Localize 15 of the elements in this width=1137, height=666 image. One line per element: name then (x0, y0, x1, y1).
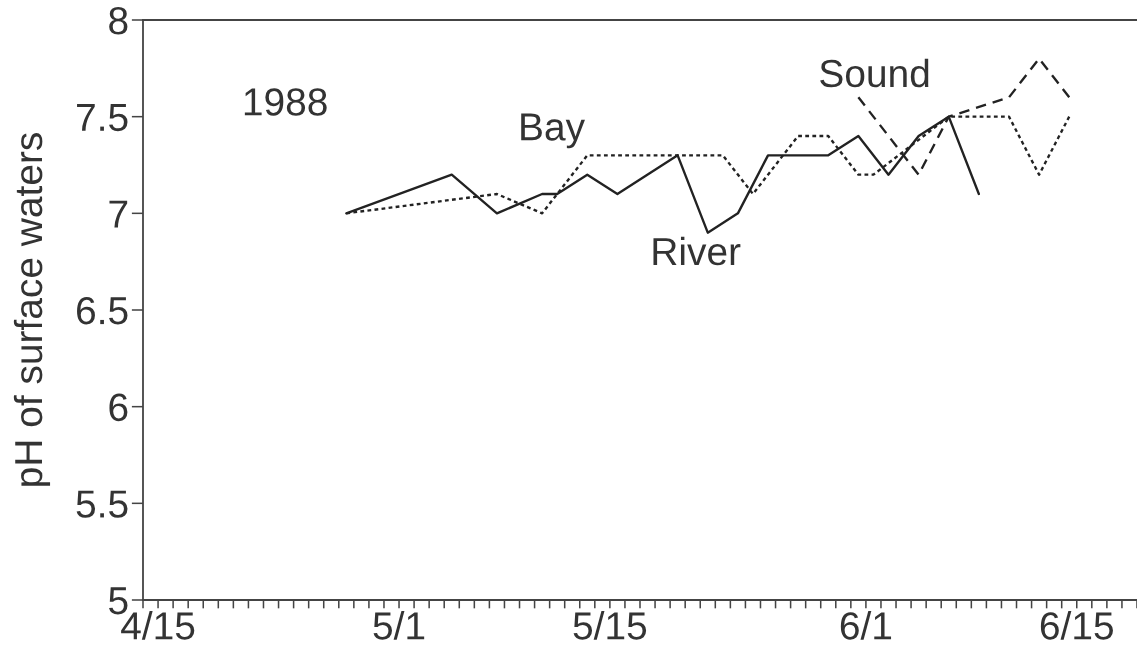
y-tick-label: 7.5 (77, 104, 128, 132)
x-tick-label: 5/1 (373, 611, 425, 640)
x-tick-label: 6/1 (840, 611, 892, 640)
y-tick-label: 6.5 (77, 296, 128, 325)
series-label: Sound (820, 58, 929, 88)
y-axis-title: pH of surface waters (13, 133, 51, 486)
series-label: River (653, 236, 741, 266)
x-tick-label: 5/15 (573, 611, 647, 640)
x-tick-label: 6/15 (1040, 611, 1113, 640)
y-tick-label: 7 (109, 200, 128, 228)
y-tick-label: 5.5 (76, 490, 128, 518)
series-label: Bay (521, 113, 585, 149)
y-tick-label: 8 (109, 6, 128, 35)
annotation: 1988 (244, 88, 327, 116)
y-tick-label: 6 (109, 393, 128, 422)
